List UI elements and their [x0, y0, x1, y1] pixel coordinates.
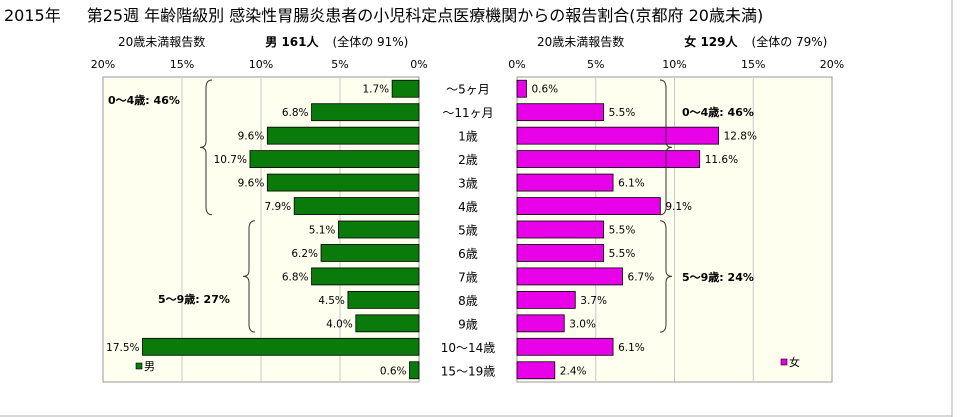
female-tick-label: 20% — [820, 58, 844, 71]
male-tick-label: 15% — [170, 58, 194, 71]
right-header: 20歳未満報告数 女 129人 (全体の 79%) — [537, 33, 827, 50]
male-value-label: 17.5% — [106, 342, 139, 354]
female-group-brace — [659, 220, 673, 333]
male-tick-label: 10% — [249, 58, 273, 71]
female-value-label: 11.6% — [705, 154, 738, 166]
male-bar — [142, 337, 420, 356]
female-tick-label: 0% — [508, 58, 525, 71]
female-value-label: 9.1% — [665, 201, 692, 213]
right-header-prefix: 20歳未満報告数 — [537, 35, 625, 49]
category-label: 7歳 — [458, 270, 478, 284]
female-bar — [516, 290, 576, 309]
male-value-label: 6.8% — [282, 107, 309, 119]
female-bar — [516, 150, 701, 169]
female-bar — [516, 103, 605, 122]
male-group-brace — [199, 79, 213, 216]
male-tick-label: 5% — [331, 58, 348, 71]
category-label: 3歳 — [458, 177, 478, 191]
male-bar — [311, 267, 420, 286]
male-value-label: 7.9% — [264, 201, 291, 213]
male-value-label: 10.7% — [214, 154, 247, 166]
male-value-label: 5.1% — [309, 225, 336, 237]
female-value-label: 2.4% — [560, 365, 587, 377]
chart-title: 2015年 第25週 年齢階級別 感染性胃腸炎患者の小児科定点医療機関からの報告割… — [4, 2, 763, 26]
title-text: 第25週 年齢階級別 感染性胃腸炎患者の小児科定点医療機関からの報告割合(京都府… — [86, 6, 764, 25]
male-group-label: 0〜4歳: 46% — [108, 93, 180, 107]
male-group-label: 5〜9歳: 27% — [158, 292, 230, 306]
left-header-share: (全体の 91%) — [332, 35, 409, 49]
female-bar — [516, 244, 605, 262]
category-label: 15〜19歳 — [441, 364, 496, 378]
right-header-share: (全体の 79%) — [751, 35, 828, 49]
category-label: 9歳 — [458, 317, 478, 331]
male-bar — [293, 197, 420, 215]
right-header-count: 女 129人 — [684, 35, 738, 49]
male-bar — [391, 79, 420, 98]
female-value-label: 0.6% — [531, 84, 558, 96]
female-bar — [516, 79, 527, 98]
female-bar — [516, 126, 720, 145]
category-label: 4歳 — [458, 200, 478, 214]
title-year: 2015年 — [4, 6, 61, 25]
female-value-label: 6.1% — [618, 342, 645, 354]
male-bar — [347, 290, 420, 309]
female-value-label: 5.5% — [609, 225, 636, 237]
male-legend-label: 男 — [144, 360, 155, 373]
male-bar — [320, 244, 420, 262]
male-bar — [338, 220, 420, 239]
male-bar — [266, 173, 420, 192]
male-bar — [266, 126, 420, 145]
female-value-label: 3.7% — [580, 295, 607, 307]
category-label: 10〜14歳 — [441, 341, 496, 355]
male-bar — [311, 103, 420, 122]
female-group-label: 0〜4歳: 46% — [682, 105, 754, 119]
male-bar — [249, 150, 420, 169]
male-value-label: 6.8% — [282, 271, 309, 283]
male-value-label: 1.7% — [362, 84, 389, 96]
female-bar — [516, 197, 661, 215]
female-value-label: 5.5% — [609, 248, 636, 260]
male-legend-swatch — [135, 362, 143, 370]
male-value-label: 4.0% — [326, 318, 353, 330]
female-bar — [516, 267, 623, 286]
female-group-brace — [659, 79, 673, 216]
female-value-label: 5.5% — [609, 107, 636, 119]
female-bar — [516, 220, 605, 239]
category-label: 6歳 — [458, 247, 478, 261]
left-header: 20歳未満報告数 男 161人 (全体の 91%) — [118, 33, 408, 50]
left-header-count: 男 161人 — [265, 35, 319, 49]
female-bar — [516, 361, 556, 380]
male-bar — [409, 361, 420, 380]
category-label: 5歳 — [458, 224, 478, 238]
female-bar — [516, 173, 614, 192]
category-label: 1歳 — [458, 130, 478, 144]
female-value-label: 3.0% — [569, 318, 596, 330]
female-legend-swatch — [780, 358, 788, 366]
male-tick-label: 0% — [410, 58, 427, 71]
category-label: 2歳 — [458, 153, 478, 167]
male-value-label: 9.6% — [238, 131, 265, 143]
category-label: 〜5ヶ月 — [446, 83, 490, 97]
category-label: 〜11ヶ月 — [442, 106, 493, 120]
male-value-label: 9.6% — [238, 178, 265, 190]
male-value-label: 6.2% — [291, 248, 318, 260]
female-bar — [516, 314, 565, 333]
female-group-label: 5〜9歳: 24% — [682, 270, 754, 284]
male-group-brace — [242, 220, 256, 333]
left-header-prefix: 20歳未満報告数 — [118, 35, 206, 49]
female-value-label: 6.7% — [628, 271, 655, 283]
female-tick-label: 5% — [587, 58, 604, 71]
male-value-label: 4.5% — [318, 295, 345, 307]
female-legend-label: 女 — [789, 355, 800, 369]
female-value-label: 6.1% — [618, 178, 645, 190]
female-tick-label: 10% — [662, 58, 686, 71]
male-bar — [355, 314, 420, 333]
female-value-label: 12.8% — [724, 131, 757, 143]
female-tick-label: 15% — [741, 58, 765, 71]
male-tick-label: 20% — [91, 58, 115, 71]
category-label: 8歳 — [458, 294, 478, 308]
female-bar — [516, 337, 614, 356]
male-value-label: 0.6% — [380, 365, 407, 377]
